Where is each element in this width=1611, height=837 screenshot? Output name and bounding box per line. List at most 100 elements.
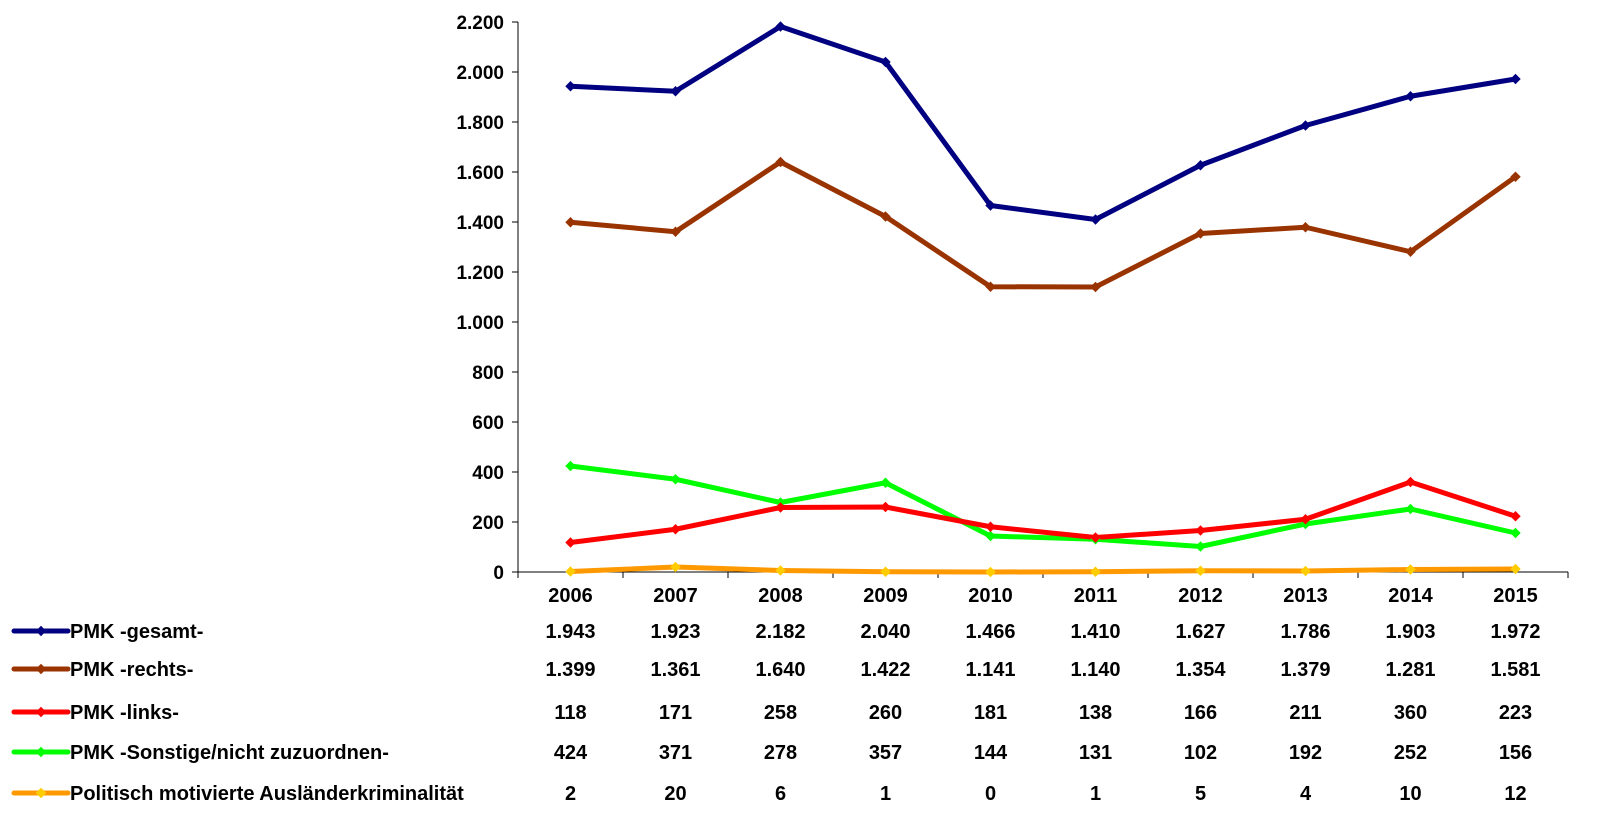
data-table-value: 1.399 (545, 659, 595, 681)
data-table-value: 1.140 (1070, 659, 1120, 681)
series-line (568, 159, 1518, 290)
data-table-value: 1.640 (755, 659, 805, 681)
y-axis-tick-labels: 0 200 400 600 800 1.000 1.200 1.400 1.600 1.800 2.… (456, 13, 518, 584)
data-point-marker (1300, 120, 1311, 131)
data-table-value: 144 (974, 742, 1008, 764)
data-table-value: 20 (664, 783, 686, 805)
legend-key-marker (35, 706, 47, 718)
data-table-value: 166 (1184, 702, 1217, 724)
data-point-marker (565, 460, 576, 472)
data-table-value: 138 (1079, 702, 1112, 724)
data-table-value: 1.786 (1280, 621, 1330, 643)
y-tick-label: 2.000 (456, 63, 504, 84)
y-tick-label: 200 (472, 513, 504, 534)
series-lines (568, 24, 1518, 575)
data-point-marker (775, 565, 786, 576)
x-tick-label: 2006 (548, 585, 593, 607)
series-line (568, 24, 1518, 222)
data-table-value: 4 (1300, 783, 1312, 805)
data-table-value: 2.182 (755, 621, 805, 643)
legend-series-name: PMK -rechts- (70, 659, 193, 681)
data-point-marker (1195, 541, 1206, 552)
y-tick-label: 400 (472, 463, 504, 484)
legend-series-name: Politisch motivierte Ausländerkriminalit… (70, 783, 464, 805)
data-table-value: 1.903 (1385, 621, 1435, 643)
data-table-value: 1.410 (1070, 621, 1120, 643)
x-tick-label: 2013 (1283, 585, 1328, 607)
data-point-marker (1195, 525, 1206, 536)
y-tick-label: 600 (472, 413, 504, 434)
data-table-value: 258 (764, 702, 797, 724)
x-tick-label: 2007 (653, 585, 698, 607)
x-tick-label: 2010 (968, 585, 1013, 607)
legend-series-name: PMK -gesamt- (70, 621, 203, 643)
data-table: PMK -gesamt- 1.943 1.923 2.182 2.040 1.466 1.4… (11, 621, 1541, 805)
x-tick-label: 2012 (1178, 585, 1223, 607)
data-point-marker (1510, 563, 1521, 575)
data-point-marker (1195, 565, 1206, 576)
data-table-value: 424 (554, 742, 588, 764)
data-point-marker (985, 200, 996, 211)
data-point-marker (1510, 511, 1521, 522)
data-table-value: 278 (764, 742, 797, 764)
data-table-value: 1.281 (1385, 659, 1435, 681)
data-table-value: 192 (1289, 742, 1322, 764)
data-point-marker (880, 501, 891, 513)
data-table-value: 1.581 (1490, 659, 1540, 681)
legend-series-name: PMK -links- (70, 702, 179, 724)
data-table-value: 360 (1394, 702, 1427, 724)
data-table-value: 156 (1499, 742, 1532, 764)
data-table-value: 1.422 (860, 659, 910, 681)
data-point-marker (1405, 503, 1416, 515)
legend-key-marker (35, 746, 47, 758)
data-point-marker (775, 156, 786, 168)
data-point-marker (985, 281, 996, 292)
x-tick-label: 2008 (758, 585, 803, 607)
y-tick-label: 1.800 (456, 113, 504, 134)
data-table-value: 6 (775, 783, 786, 805)
data-table-row: PMK -rechts- 1.399 1.361 1.640 1.422 1.141 1.1… (11, 659, 1541, 681)
data-table-row: PMK -gesamt- 1.943 1.923 2.182 2.040 1.466 1.4… (11, 621, 1541, 643)
data-table-row: PMK -links- 118 171 258 260 181 138 166 211 360 22… (11, 702, 1532, 724)
y-tick-label: 1.200 (456, 263, 504, 284)
data-table-value: 252 (1394, 742, 1427, 764)
series-line (568, 564, 1518, 575)
data-point-marker (565, 81, 576, 92)
legend-key-marker (35, 625, 47, 637)
data-table-value: 131 (1079, 742, 1112, 764)
data-point-marker (1510, 73, 1521, 85)
data-point-marker (985, 530, 996, 542)
legend-series-name: PMK -Sonstige/nicht zuzuordnen- (70, 742, 389, 764)
data-point-marker (1195, 228, 1206, 239)
data-point-marker (1090, 566, 1101, 577)
y-tick-label: 0 (493, 563, 504, 584)
data-point-marker (1405, 91, 1416, 102)
data-point-marker (1090, 214, 1101, 225)
data-point-marker (880, 566, 891, 577)
data-point-marker (1405, 564, 1416, 575)
data-point-marker (670, 86, 681, 97)
data-point-marker (775, 502, 786, 513)
data-table-value: 1.627 (1175, 621, 1225, 643)
data-point-marker (565, 566, 576, 577)
data-table-value: 1.943 (545, 621, 595, 643)
data-point-marker (565, 537, 576, 548)
data-table-value: 1.466 (965, 621, 1015, 643)
data-point-marker (565, 217, 576, 228)
data-point-marker (1090, 281, 1101, 293)
data-table-value: 12 (1504, 783, 1526, 805)
x-tick-label: 2015 (1493, 585, 1538, 607)
data-table-value: 260 (869, 702, 902, 724)
chart-axes (517, 22, 1568, 573)
data-point-marker (1510, 527, 1521, 539)
data-table-value: 5 (1195, 783, 1206, 805)
data-table-value: 1.379 (1280, 659, 1330, 681)
y-tick-label: 1.600 (456, 163, 504, 184)
data-point-marker (880, 211, 891, 222)
data-table-value: 171 (659, 702, 692, 724)
data-point-marker (1300, 514, 1311, 525)
data-table-value: 1.141 (965, 659, 1015, 681)
series-line (568, 463, 1518, 549)
data-table-value: 2.040 (860, 621, 910, 643)
